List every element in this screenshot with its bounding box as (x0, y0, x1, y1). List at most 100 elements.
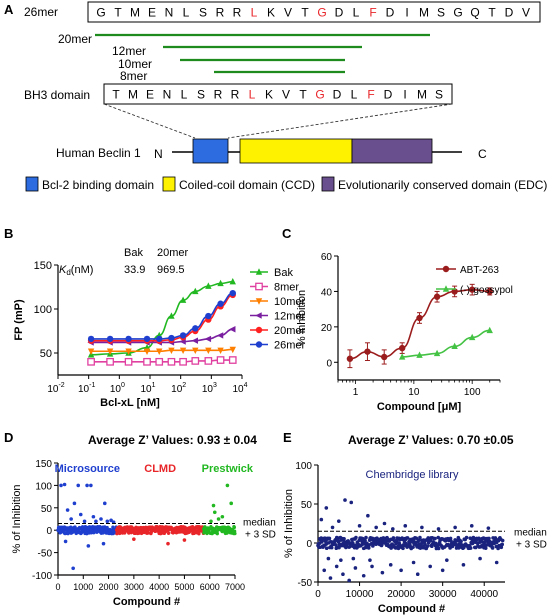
data-point (354, 535, 358, 540)
data-point-10mer (229, 346, 236, 354)
outlier-point (330, 525, 335, 530)
residue-bh3: V (282, 88, 290, 102)
series-8mer (87, 356, 237, 366)
outlier-point (339, 558, 343, 562)
legend-label-10mer: 10mer (274, 296, 306, 308)
outlier-point (494, 560, 499, 565)
residue-bh3: L (181, 88, 188, 102)
outlier-point (353, 566, 358, 570)
outlier-point (361, 573, 366, 578)
data-point (360, 536, 365, 541)
residue-bh3: S (435, 88, 443, 102)
data-point-26mer (192, 325, 199, 332)
legend-label-ABT-263: ABT-263 (460, 265, 499, 276)
outlier-point (105, 519, 110, 524)
data-point-8mer (143, 357, 151, 366)
group-label-CLMD: CLMD (144, 463, 176, 475)
peptide-26mer-box (87, 1, 541, 23)
residue-bh3: E (146, 88, 154, 102)
residue-26mer: I (405, 6, 408, 20)
data-point-8mer (124, 357, 133, 366)
data-point-10mer (168, 347, 175, 355)
outlier-point (91, 514, 96, 519)
outlier-point (453, 525, 457, 530)
residue-bh3: N (163, 88, 172, 102)
data-point-Microsource (105, 525, 109, 530)
x-tick-label: 101 (140, 382, 155, 395)
outlier-point (65, 508, 70, 512)
data-point-26mer (205, 312, 212, 320)
x-axis-label: Compound # (378, 603, 445, 615)
residue-26mer: D (505, 6, 514, 20)
outlier-point (86, 544, 91, 548)
outlier-point (225, 483, 230, 488)
data-point (418, 535, 422, 540)
outlier-point (319, 517, 324, 522)
residue-bh3: G (315, 88, 324, 102)
residue-26mer: Q (470, 6, 479, 20)
residue-26mer: V (522, 6, 530, 20)
threshold-label: + 3 SD (516, 539, 547, 550)
data-point-Prestwick (215, 531, 219, 536)
series-line-(-)-gossypol (402, 329, 490, 358)
outlier-point (78, 512, 83, 517)
outlier-point (89, 483, 93, 488)
outlier-point (229, 501, 234, 506)
residue-bh3: L (249, 88, 256, 102)
data-point (337, 545, 341, 550)
kd-value: 33.9 (124, 264, 145, 276)
kd-header: Bak (124, 247, 143, 259)
y-tick-label: -100 (32, 571, 52, 582)
data-point-ABT-263 (433, 293, 441, 300)
residue-bh3: D (333, 88, 342, 102)
outlier-point (347, 578, 351, 583)
outlier-point (478, 556, 482, 561)
ecd-domain (351, 138, 433, 164)
legend-marker-12mer (255, 312, 262, 319)
data-point-26mer (179, 332, 187, 339)
legend-label-Bak: Bak (274, 267, 293, 279)
legend-label-(-)-gossypol: (-)-gossypol (460, 285, 513, 296)
legend-label-8mer: 8mer (274, 282, 299, 294)
outlier-point (76, 483, 81, 488)
outlier-point (445, 558, 449, 562)
outlier-point (109, 518, 113, 523)
data-point (425, 544, 430, 548)
panel-b: B Bak 20mer Kd(nM) 33.9 969.5 50 100 150 10-2 10-1… (4, 226, 306, 409)
outlier-point (211, 503, 216, 508)
outlier-point (399, 568, 403, 573)
x-tick-label: 10 (408, 387, 420, 398)
x-tick-label: 10-2 (47, 382, 64, 395)
data-point-Prestwick (233, 531, 237, 536)
y-tick-label: 50 (41, 504, 53, 515)
series-line-ABT-263 (349, 288, 490, 360)
residue-26mer: S (199, 6, 207, 20)
data-point-ABT-263 (398, 344, 406, 352)
outlier-point (71, 566, 75, 571)
y-tick-label: 150 (35, 459, 52, 470)
y-axis-label: % of Inhibition (11, 484, 23, 553)
legend-swatch (162, 176, 176, 192)
residue-26mer: L (183, 6, 190, 20)
data-point-ABT-263 (468, 286, 476, 293)
group-label: Chembridge library (366, 469, 459, 481)
data-point-Bak (179, 296, 187, 303)
peptide-line-label-8mer: 8mer (120, 69, 147, 83)
outlier-point (72, 501, 77, 506)
data-point (411, 545, 415, 549)
legend-label-20mer: 20mer (274, 325, 306, 337)
residue-26mer: E (148, 6, 156, 20)
legend-label-26mer: 26mer (274, 340, 306, 352)
legend-label: Coiled-coil domain (CCD) (179, 178, 315, 192)
chart-title: Average Z’ Values: 0.93 ± 0.04 (88, 433, 257, 447)
x-tick-label: 5000 (174, 582, 194, 592)
outlier-point (440, 568, 445, 573)
data-point (468, 546, 473, 550)
residue-26mer: R (216, 6, 225, 20)
legend-marker-10mer (255, 298, 263, 305)
x-tick-label: 100 (464, 387, 481, 398)
x-tick-label: 104 (232, 382, 247, 395)
outlier-point (336, 519, 341, 523)
